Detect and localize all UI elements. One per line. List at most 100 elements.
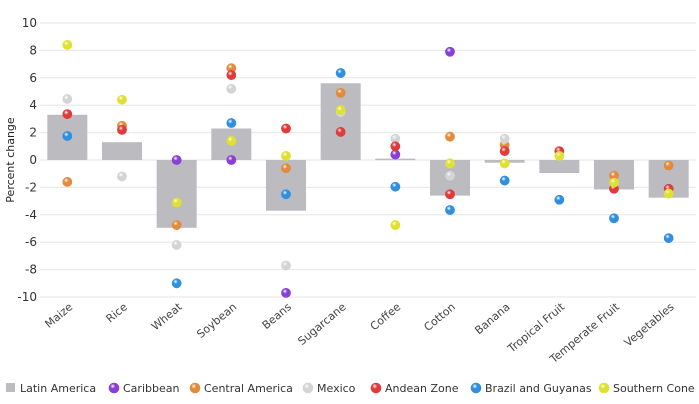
point-mexico-beans[interactable] [281,260,291,271]
y-tick-label: -10 [17,290,37,304]
legend-label: Central America [204,382,293,395]
x-tick-label: Banana [472,300,512,337]
point-andean-zone-soybean[interactable] [226,70,237,80]
point-southern-cone-cotton[interactable] [445,158,455,169]
point-brazil-and-guyanas-tropical-fruit[interactable] [554,194,565,205]
point-mexico-cotton[interactable] [445,170,455,181]
point-brazil-and-guyanas-wheat[interactable] [171,278,182,289]
point-central-america-sugarcane[interactable] [335,87,346,98]
point-andean-zone-maize[interactable] [62,109,73,120]
point-andean-zone-beans[interactable] [281,123,291,134]
legend-label: Mexico [317,382,356,395]
point-brazil-and-guyanas-cotton[interactable] [445,205,455,215]
point-mexico-banana[interactable] [499,133,510,144]
legend-label: Latin America [20,382,96,395]
x-tick-label: Rice [104,300,131,325]
point-brazil-and-guyanas-coffee[interactable] [390,181,401,192]
y-tick-label: -2 [25,180,37,194]
legend-swatch [302,382,314,394]
legend-label: Andean Zone [385,382,459,395]
point-southern-cone-soybean[interactable] [226,135,237,146]
point-southern-cone-sugarcane[interactable] [335,105,346,115]
legend-item-southern-cone[interactable]: Southern Cone [598,382,695,395]
legend-label: Caribbean [123,382,179,395]
y-tick-label: -4 [25,208,37,222]
point-mexico-rice[interactable] [117,171,127,182]
point-andean-zone-banana[interactable] [499,146,510,156]
point-central-america-vegetables[interactable] [663,160,674,171]
x-tick-label: Coffee [368,300,404,333]
x-tick-label: Maize [43,300,76,331]
legend-label: Southern Cone [613,382,695,395]
point-andean-zone-sugarcane[interactable] [335,127,346,137]
point-southern-cone-banana[interactable] [499,158,510,169]
point-southern-cone-vegetables[interactable] [663,188,674,199]
y-tick-label: -6 [25,235,37,249]
point-brazil-and-guyanas-sugarcane[interactable] [335,68,346,78]
point-mexico-soybean[interactable] [226,83,237,94]
point-central-america-wheat[interactable] [171,220,182,230]
legend-swatch [6,383,15,392]
point-brazil-and-guyanas-temperate-fruit[interactable] [609,213,619,224]
y-tick-label: 10 [22,16,37,30]
point-southern-cone-temperate-fruit[interactable] [609,177,619,188]
point-central-america-cotton[interactable] [445,131,455,142]
point-brazil-and-guyanas-maize[interactable] [62,131,73,141]
y-tick-label: 2 [29,126,37,140]
point-brazil-and-guyanas-beans[interactable] [281,189,291,200]
bar-rice[interactable] [102,142,142,160]
x-tick-label: Sugarcane [295,300,348,348]
y-axis-ticks: -10 -8 -6 -4 -2 0 2 4 6 8 10 [17,16,37,304]
x-tick-label: Soybean [194,300,239,341]
legend-swatch [470,382,482,394]
point-mexico-maize[interactable] [62,94,73,104]
point-southern-cone-wheat[interactable] [171,197,182,208]
point-caribbean-beans[interactable] [281,287,291,298]
point-caribbean-cotton[interactable] [445,46,455,57]
point-brazil-and-guyanas-banana[interactable] [499,175,510,186]
x-tick-label: Vegetables [622,300,677,349]
legend-swatch [598,382,610,394]
legend-swatch [108,382,120,394]
bar-wheat[interactable] [156,160,197,228]
point-caribbean-coffee[interactable] [390,149,401,160]
legend: Latin America Caribbean Central America Mex… [6,382,695,395]
point-southern-cone-beans[interactable] [281,150,291,161]
legend-label: Brazil and Guyanas [485,382,592,395]
legend-item-caribbean[interactable]: Caribbean [108,382,179,395]
point-central-america-maize[interactable] [62,177,73,187]
y-tick-label: 4 [29,98,37,112]
legend-swatch [370,382,382,394]
point-southern-cone-rice[interactable] [117,94,127,105]
legend-item-mexico[interactable]: Mexico [302,382,356,395]
legend-item-latin-america[interactable]: Latin America [6,382,96,395]
legend-item-brazil-and-guyanas[interactable]: Brazil and Guyanas [470,382,592,395]
x-axis-labels: Maize Rice Wheat Soybean Beans Sugarcane Coffe… [43,300,677,367]
point-andean-zone-coffee[interactable] [390,141,401,152]
point-southern-cone-maize[interactable] [62,40,73,50]
point-caribbean-soybean[interactable] [226,155,237,165]
point-andean-zone-rice[interactable] [117,124,127,135]
point-brazil-and-guyanas-vegetables[interactable] [663,233,674,243]
legend-item-andean-zone[interactable]: Andean Zone [370,382,459,395]
x-tick-label: Wheat [149,300,185,333]
point-brazil-and-guyanas-soybean[interactable] [226,118,237,128]
x-tick-label: Cotton [421,300,458,334]
point-mexico-wheat[interactable] [171,240,182,250]
point-caribbean-wheat[interactable] [171,155,182,165]
point-southern-cone-tropical-fruit[interactable] [554,150,565,161]
point-andean-zone-cotton[interactable] [445,189,455,200]
y-tick-label: 6 [29,71,37,85]
legend-item-central-america[interactable]: Central America [189,382,293,395]
point-southern-cone-coffee[interactable] [390,220,401,230]
y-tick-label: -8 [25,263,37,277]
x-tick-label: Beans [260,300,294,332]
points [62,40,674,298]
bar-tropical-fruit[interactable] [539,160,580,174]
y-tick-label: 8 [29,43,37,57]
grid-lines [40,22,696,298]
y-axis-title: Percent change [4,117,17,203]
point-central-america-beans[interactable] [281,163,291,174]
y-tick-label: 0 [29,153,37,167]
